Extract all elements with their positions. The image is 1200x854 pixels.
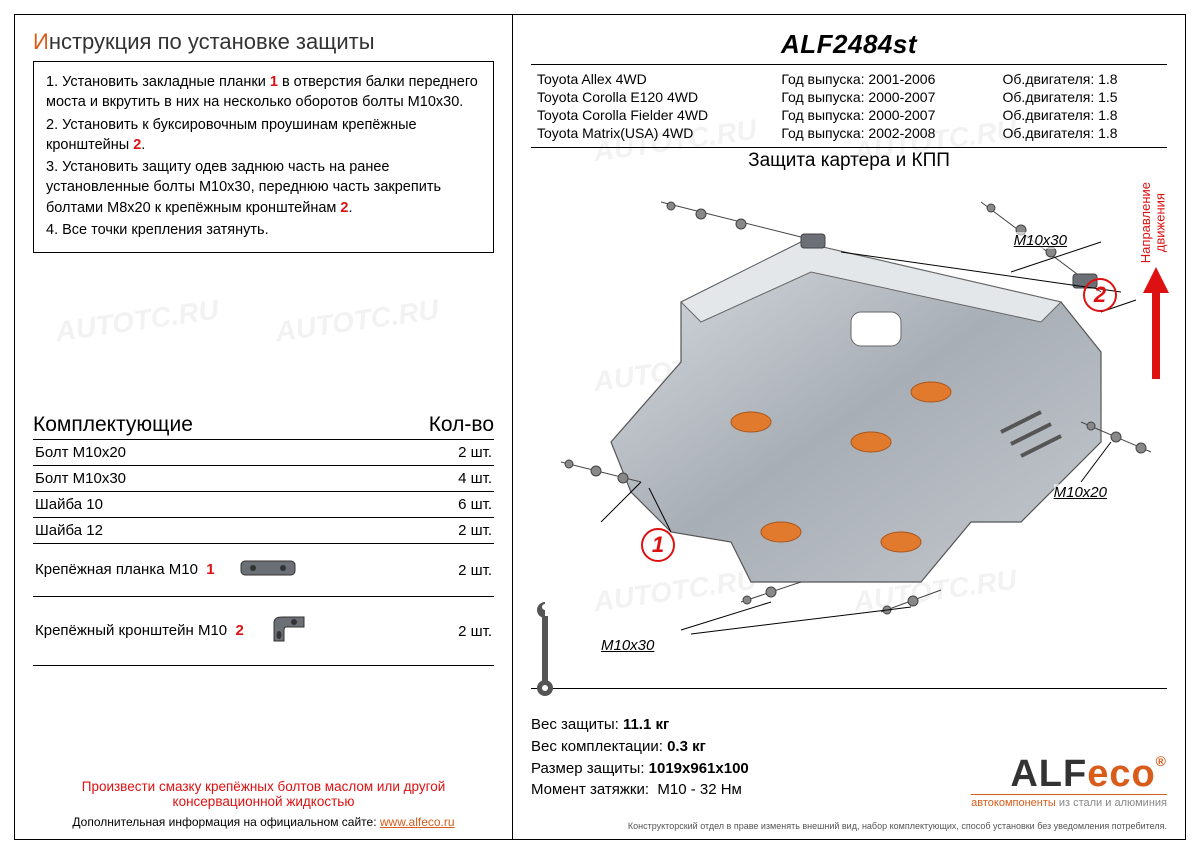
table-row: Шайба 106 шт. [33,492,494,518]
components-title: Комплектующие [33,413,193,437]
callout-m10x30-bottom: М10х30 [601,637,654,654]
logo-alf: ALF [1010,753,1087,795]
table-row: Болт М10х202 шт. [33,440,494,466]
spec-row: Вес комплектации: 0.3 кг [531,736,749,758]
marker-1: 1 [641,528,675,562]
spec-row: Момент затяжки: М10 - 32 Нм [531,779,749,801]
table-row: Болт М10х304 шт. [33,466,494,492]
plank-icon [239,558,297,582]
components-header: Комплектующие Кол-во [33,413,494,440]
table-row: Toyota Matrix(USA) 4WDГод выпуска: 2002-… [533,125,1165,141]
table-row: Крепёжный кронштейн М10 2 2 шт. [33,597,494,666]
site-link[interactable]: www.alfeco.ru [380,815,455,829]
registered-icon: ® [1156,753,1167,769]
logo: ALFeco® автокомпоненты из стали и алюмин… [971,753,1167,809]
diagram-area: Направлениедвижения [531,172,1167,692]
components-table: Болт М10х202 шт. Болт М10х304 шт. Шайба … [33,440,494,666]
title-rest: нструкция по установке защиты [49,29,375,54]
site-line: Дополнительная информация на официальном… [33,815,494,829]
skid-plate-diagram [541,182,1161,662]
bracket-icon [268,611,316,651]
sheet: AUTOTC.RU AUTOTC.RU Инструкция по устано… [14,14,1186,840]
wrench-icon [531,592,559,707]
table-row: Toyota Corolla Fielder 4WDГод выпуска: 2… [533,107,1165,123]
part-number: ALF2484st [531,29,1167,60]
callout-m10x20: М10х20 [1054,484,1107,501]
divider [531,688,1167,689]
left-column: AUTOTC.RU AUTOTC.RU Инструкция по устано… [15,15,513,839]
specs-block: Вес защиты: 11.1 кг Вес комплектации: 0.… [531,714,749,801]
watermark: AUTOTC.RU [274,294,441,349]
table-row: Toyota Allex 4WDГод выпуска: 2001-2006Об… [533,71,1165,87]
fine-print: Конструкторский отдел в праве изменять в… [628,821,1167,831]
logo-eco: eco [1087,753,1155,795]
spec-row: Вес защиты: 11.1 кг [531,714,749,736]
vehicle-table: Toyota Allex 4WDГод выпуска: 2001-2006Об… [531,69,1167,143]
watermark: AUTOTC.RU [54,294,221,349]
instructions-title: Инструкция по установке защиты [33,29,494,55]
footer-left: Произвести смазку крепёжных болтов масло… [33,779,494,829]
spec-row: Размер защиты: 1019х961х100 [531,758,749,780]
step-1: 1. Установить закладные планки 1 в отвер… [46,72,481,113]
right-column: AUTOTC.RU AUTOTC.RU AUTOTC.RU AUTOTC.RU … [513,15,1185,839]
table-row: Крепёжная планка М10 1 2 шт. [33,544,494,597]
divider [531,64,1167,65]
divider [531,147,1167,148]
table-row: Шайба 122 шт. [33,518,494,544]
callout-m10x30-top: М10х30 [1014,232,1067,249]
qty-title: Кол-во [429,413,494,437]
title-first-letter: И [33,29,49,54]
product-subtitle: Защита картера и КПП [531,150,1167,172]
lubrication-warning: Произвести смазку крепёжных болтов масло… [33,779,494,809]
step-4: 4. Все точки крепления затянуть. [46,220,481,240]
instructions-box: 1. Установить закладные планки 1 в отвер… [33,61,494,253]
step-2: 2. Установить к буксировочным проушинам … [46,115,481,156]
marker-2: 2 [1083,278,1117,312]
step-3: 3. Установить защиту одев заднюю часть н… [46,157,481,218]
logo-subtitle: автокомпоненты из стали и алюминия [971,794,1167,809]
table-row: Toyota Corolla E120 4WDГод выпуска: 2000… [533,89,1165,105]
